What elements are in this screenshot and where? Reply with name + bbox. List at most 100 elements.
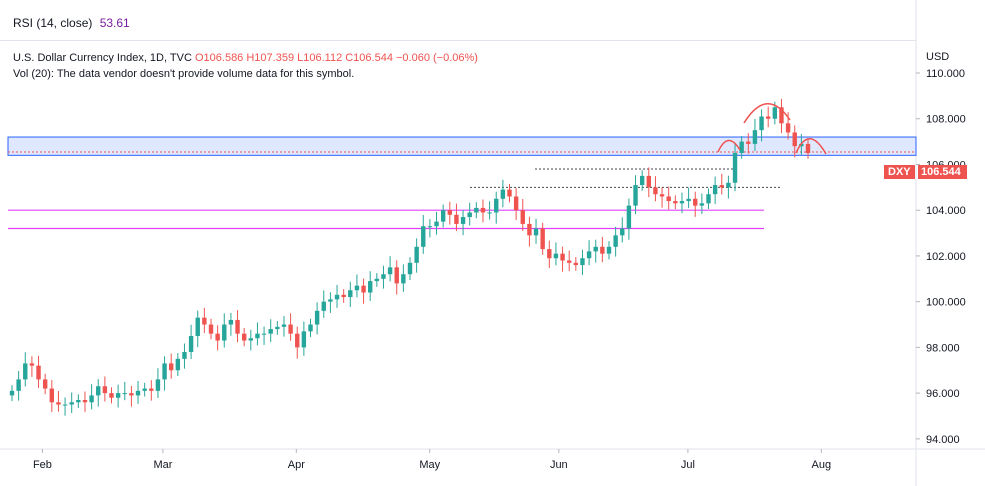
- candle-body: [222, 324, 227, 341]
- candle-body: [69, 402, 74, 405]
- candle-body: [712, 185, 718, 195]
- candle-body: [759, 116, 764, 131]
- candle-body: [427, 226, 433, 228]
- candle-body: [354, 285, 360, 291]
- candle-body: [155, 379, 161, 391]
- candle-body: [626, 205, 632, 229]
- resistance-zone: [7, 136, 917, 156]
- legend-ohlc: O106.586 H107.359 L106.112 C106.544 −0.0…: [194, 52, 478, 64]
- candle-body: [507, 189, 512, 197]
- candle-body: [421, 226, 426, 247]
- candle-body: [646, 175, 651, 188]
- candle-body: [633, 185, 638, 206]
- candle-body: [314, 310, 320, 325]
- candle-body: [96, 386, 101, 396]
- candle-body: [474, 207, 479, 213]
- candle-body: [513, 196, 519, 211]
- candle-body: [772, 107, 778, 119]
- candle-body: [374, 278, 380, 282]
- candle-body: [739, 141, 744, 154]
- candle-body: [414, 246, 419, 263]
- candle-body: [480, 207, 486, 213]
- candle-body: [686, 198, 691, 202]
- candle-body: [129, 393, 134, 396]
- candle-body: [368, 281, 373, 293]
- candle-body: [16, 379, 21, 391]
- candle-body: [567, 260, 572, 263]
- candle-body: [321, 301, 326, 311]
- candle-body: [115, 393, 121, 398]
- candle-body: [407, 262, 413, 275]
- candle-body: [799, 143, 804, 147]
- candle-body: [208, 324, 214, 334]
- candle-body: [9, 390, 15, 396]
- price-axis-currency: USD: [926, 51, 949, 63]
- symbol-tag: DXY: [884, 165, 915, 179]
- candle-body: [752, 130, 758, 144]
- candle-body: [109, 393, 114, 398]
- candle-body: [49, 388, 54, 403]
- price-tick-label: 102.000: [926, 251, 966, 263]
- candle-body: [785, 123, 791, 133]
- candle-body: [202, 317, 207, 325]
- candle-body: [580, 258, 585, 266]
- candle-body: [620, 228, 625, 236]
- candle-body: [547, 249, 552, 259]
- candle-body: [341, 294, 346, 298]
- time-tick-label: Jun: [550, 459, 568, 471]
- candle-body: [215, 333, 220, 341]
- candle-body: [394, 267, 399, 284]
- candle-body: [102, 386, 108, 394]
- candle-body: [805, 143, 811, 154]
- candle-body: [606, 246, 612, 254]
- candle-body: [182, 351, 187, 359]
- price-tick-label: 96.000: [926, 388, 960, 400]
- candle-body: [361, 285, 366, 293]
- candle-body: [401, 274, 406, 284]
- price-tick-label: 94.000: [926, 434, 960, 446]
- candle-body: [301, 331, 307, 348]
- candle-body: [241, 333, 247, 341]
- candle-body: [440, 210, 446, 222]
- candle-body: [268, 329, 273, 334]
- legend-title: U.S. Dollar Currency Index, 1D, TVC: [13, 52, 192, 64]
- time-tick-label: Mar: [153, 459, 172, 471]
- candle-body: [334, 294, 340, 300]
- candle-body: [328, 299, 333, 302]
- candle-body: [447, 210, 452, 215]
- rsi-value: 53.61: [99, 16, 130, 30]
- candle-body: [29, 363, 35, 366]
- candle-body: [149, 388, 154, 391]
- candle-body: [288, 324, 293, 334]
- candle-body: [553, 253, 559, 259]
- left-shoulder-arc: [717, 139, 741, 153]
- right-shoulder-arc: [795, 138, 827, 155]
- candle-body: [188, 335, 194, 352]
- candle-body: [162, 363, 167, 380]
- candle-body: [792, 132, 797, 147]
- candle-body: [613, 235, 618, 247]
- rsi-pane: RSI (14, close) 53.61: [0, 0, 916, 41]
- candle-body: [248, 338, 253, 341]
- candle-body: [62, 404, 68, 406]
- candle-body: [600, 246, 605, 254]
- last-price-tag: 106.544: [918, 165, 967, 179]
- candle-body: [56, 402, 61, 405]
- price-tick-label: 100.000: [926, 297, 966, 309]
- rsi-label[interactable]: RSI (14, close) 53.61: [13, 16, 130, 30]
- candle-body: [387, 267, 393, 275]
- candle-body: [520, 210, 525, 224]
- candle-body: [679, 201, 685, 204]
- candle-body: [527, 223, 532, 236]
- candle-body: [82, 399, 88, 403]
- time-tick-label: May: [419, 459, 440, 471]
- candle-body: [36, 365, 41, 380]
- candle-body: [779, 107, 784, 124]
- candle-body: [255, 333, 260, 339]
- candle-body: [460, 217, 466, 224]
- candle-body: [275, 326, 280, 330]
- candle-body: [586, 251, 592, 259]
- price-tick-label: 104.000: [926, 205, 966, 217]
- candle-body: [487, 212, 492, 214]
- candle-body: [467, 212, 472, 218]
